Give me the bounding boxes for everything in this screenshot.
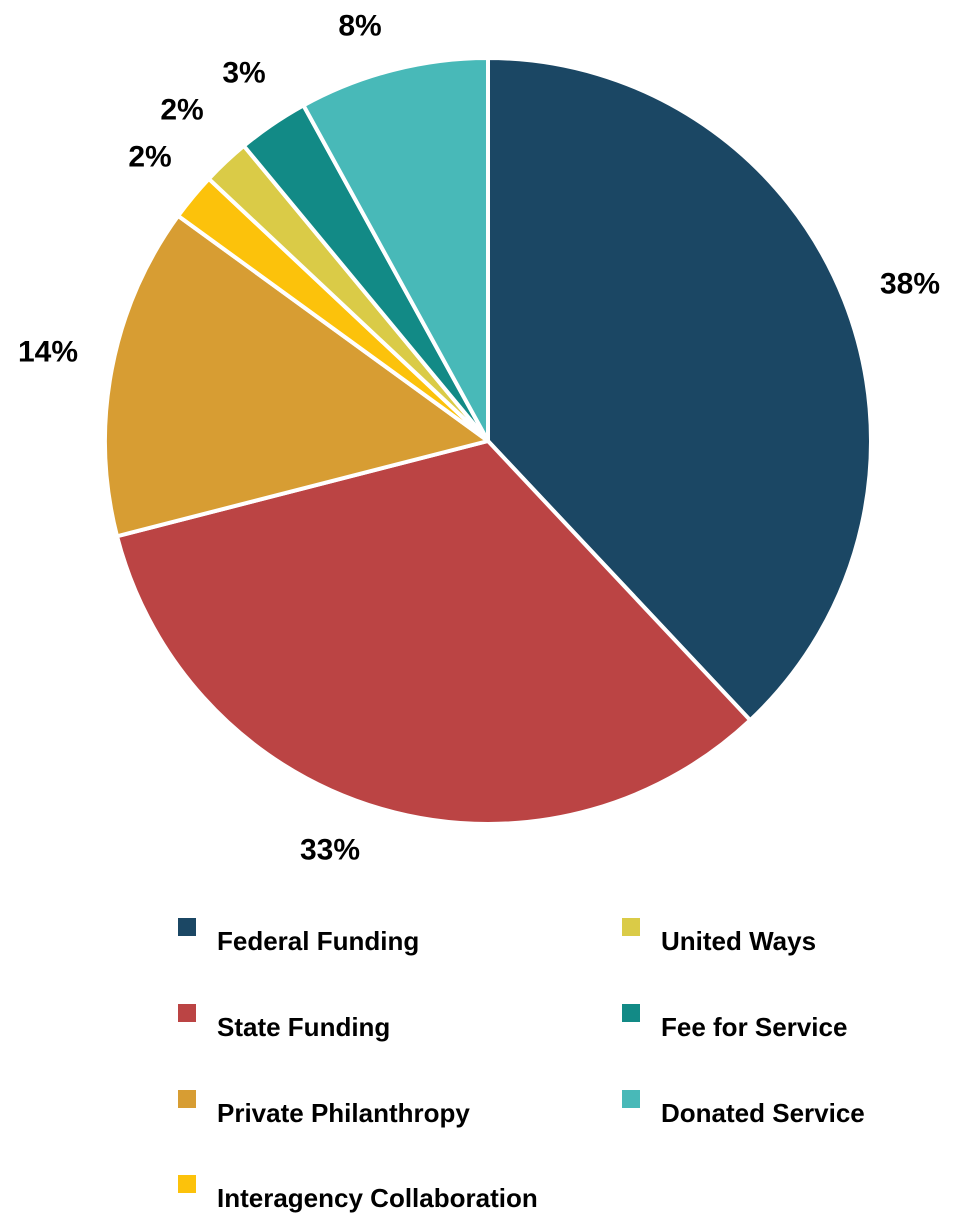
pie-label-federal-funding: 38% xyxy=(880,268,940,301)
pie-slice-donated-service xyxy=(301,56,490,443)
pie-value-labels: 38% 33% 14% 2% 2% 3% 8% xyxy=(18,10,940,867)
pie-slices xyxy=(102,56,873,826)
pie-slice-federal-funding xyxy=(486,56,873,723)
pie-label-private-philanthropy: 14% xyxy=(18,336,78,369)
pie-label-state-funding: 33% xyxy=(300,834,360,867)
pie-slice-private-philanthropy xyxy=(102,213,490,539)
pie-label-interagency-collaboration: 2% xyxy=(128,141,171,174)
pie-label-fee-for-service: 3% xyxy=(222,57,265,90)
pie-label-united-ways: 2% xyxy=(160,94,203,127)
pie-label-donated-service: 8% xyxy=(338,10,381,43)
pie-slice-state-funding xyxy=(115,439,753,826)
